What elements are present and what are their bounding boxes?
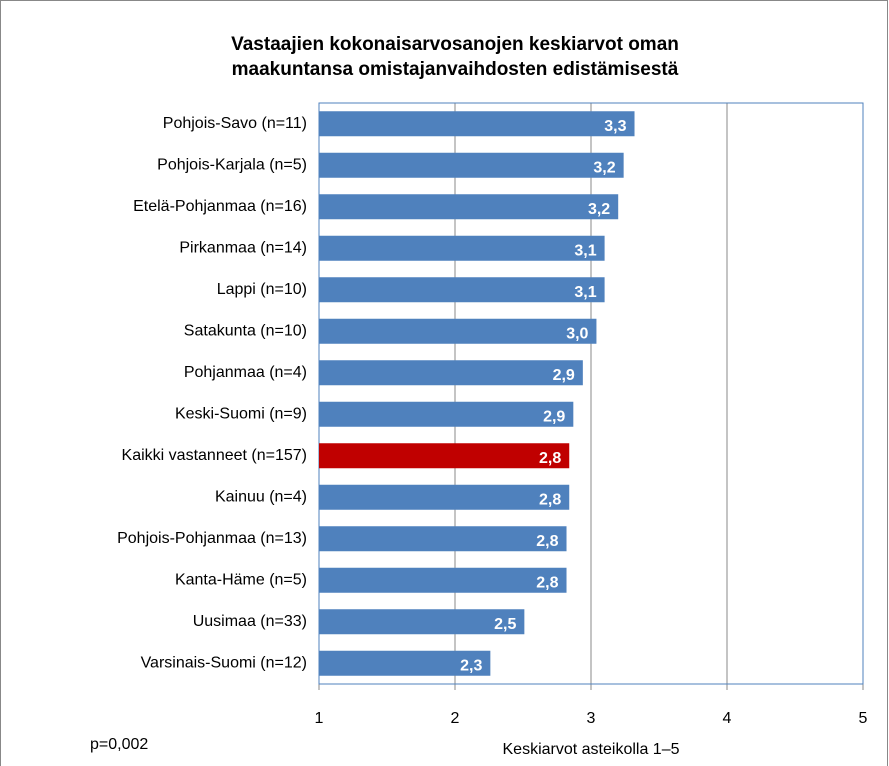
y-tick-label: Pirkanmaa (n=14) — [179, 239, 307, 256]
chart-title-line: Vastaajien kokonaisarvosanojen keskiarvo… — [231, 34, 679, 55]
value-label: 3,2 — [593, 159, 615, 176]
value-label: 2,8 — [536, 574, 558, 591]
y-tick-label: Uusimaa (n=33) — [193, 613, 307, 630]
value-label: 2,5 — [494, 616, 516, 633]
value-label: 3,3 — [604, 118, 626, 135]
y-tick-label: Varsinais-Suomi (n=12) — [141, 654, 307, 671]
bar — [319, 152, 624, 178]
value-label: 3,0 — [566, 325, 588, 342]
value-label: 2,8 — [539, 491, 561, 508]
bar — [319, 360, 583, 386]
plot-frame — [318, 102, 864, 685]
y-tick-label: Kainuu (n=4) — [215, 488, 307, 505]
value-label: 3,1 — [574, 242, 596, 259]
bar — [319, 235, 605, 261]
value-label: 2,9 — [543, 408, 565, 425]
x-tick-label: 2 — [451, 710, 460, 727]
y-tick-label: Pohjois-Savo (n=11) — [163, 115, 307, 132]
value-label: 2,8 — [536, 533, 558, 550]
x-tick-label: 5 — [859, 710, 868, 727]
value-label: 2,3 — [460, 657, 482, 674]
bar — [319, 318, 597, 344]
chart-title-line: maakuntansa omistajanvaihdosten edistämi… — [232, 59, 679, 80]
y-tick-label: Keski-Suomi (n=9) — [175, 405, 307, 422]
x-axis-label: Keskiarvot asteikolla 1–5 — [503, 741, 680, 758]
bar — [319, 526, 567, 552]
x-tick-label: 1 — [315, 710, 324, 727]
y-tick-label: Lappi (n=10) — [217, 281, 307, 298]
bar — [319, 567, 567, 593]
bar — [319, 609, 525, 635]
value-label: 3,2 — [588, 201, 610, 218]
y-tick-label: Kaikki vastanneet (n=157) — [122, 447, 307, 464]
bar — [319, 443, 570, 469]
bar — [319, 277, 605, 303]
bar — [319, 111, 635, 137]
value-label: 2,9 — [553, 367, 575, 384]
value-label: 3,1 — [574, 284, 596, 301]
y-tick-label: Pohjois-Pohjanmaa (n=13) — [117, 530, 307, 547]
x-tick-label: 4 — [723, 710, 732, 727]
bar — [319, 484, 570, 510]
note: p=0,002 — [90, 736, 148, 753]
y-tick-label: Satakunta (n=10) — [184, 322, 307, 339]
bar — [319, 650, 491, 676]
value-label: 2,8 — [539, 450, 561, 467]
bar — [319, 194, 619, 220]
y-tick-label: Pohjanmaa (n=4) — [184, 364, 307, 381]
x-tick-label: 3 — [587, 710, 596, 727]
y-tick-label: Etelä-Pohjanmaa (n=16) — [133, 198, 307, 215]
y-tick-label: Pohjois-Karjala (n=5) — [157, 156, 307, 173]
bar — [319, 401, 574, 427]
y-tick-label: Kanta-Häme (n=5) — [175, 571, 307, 588]
